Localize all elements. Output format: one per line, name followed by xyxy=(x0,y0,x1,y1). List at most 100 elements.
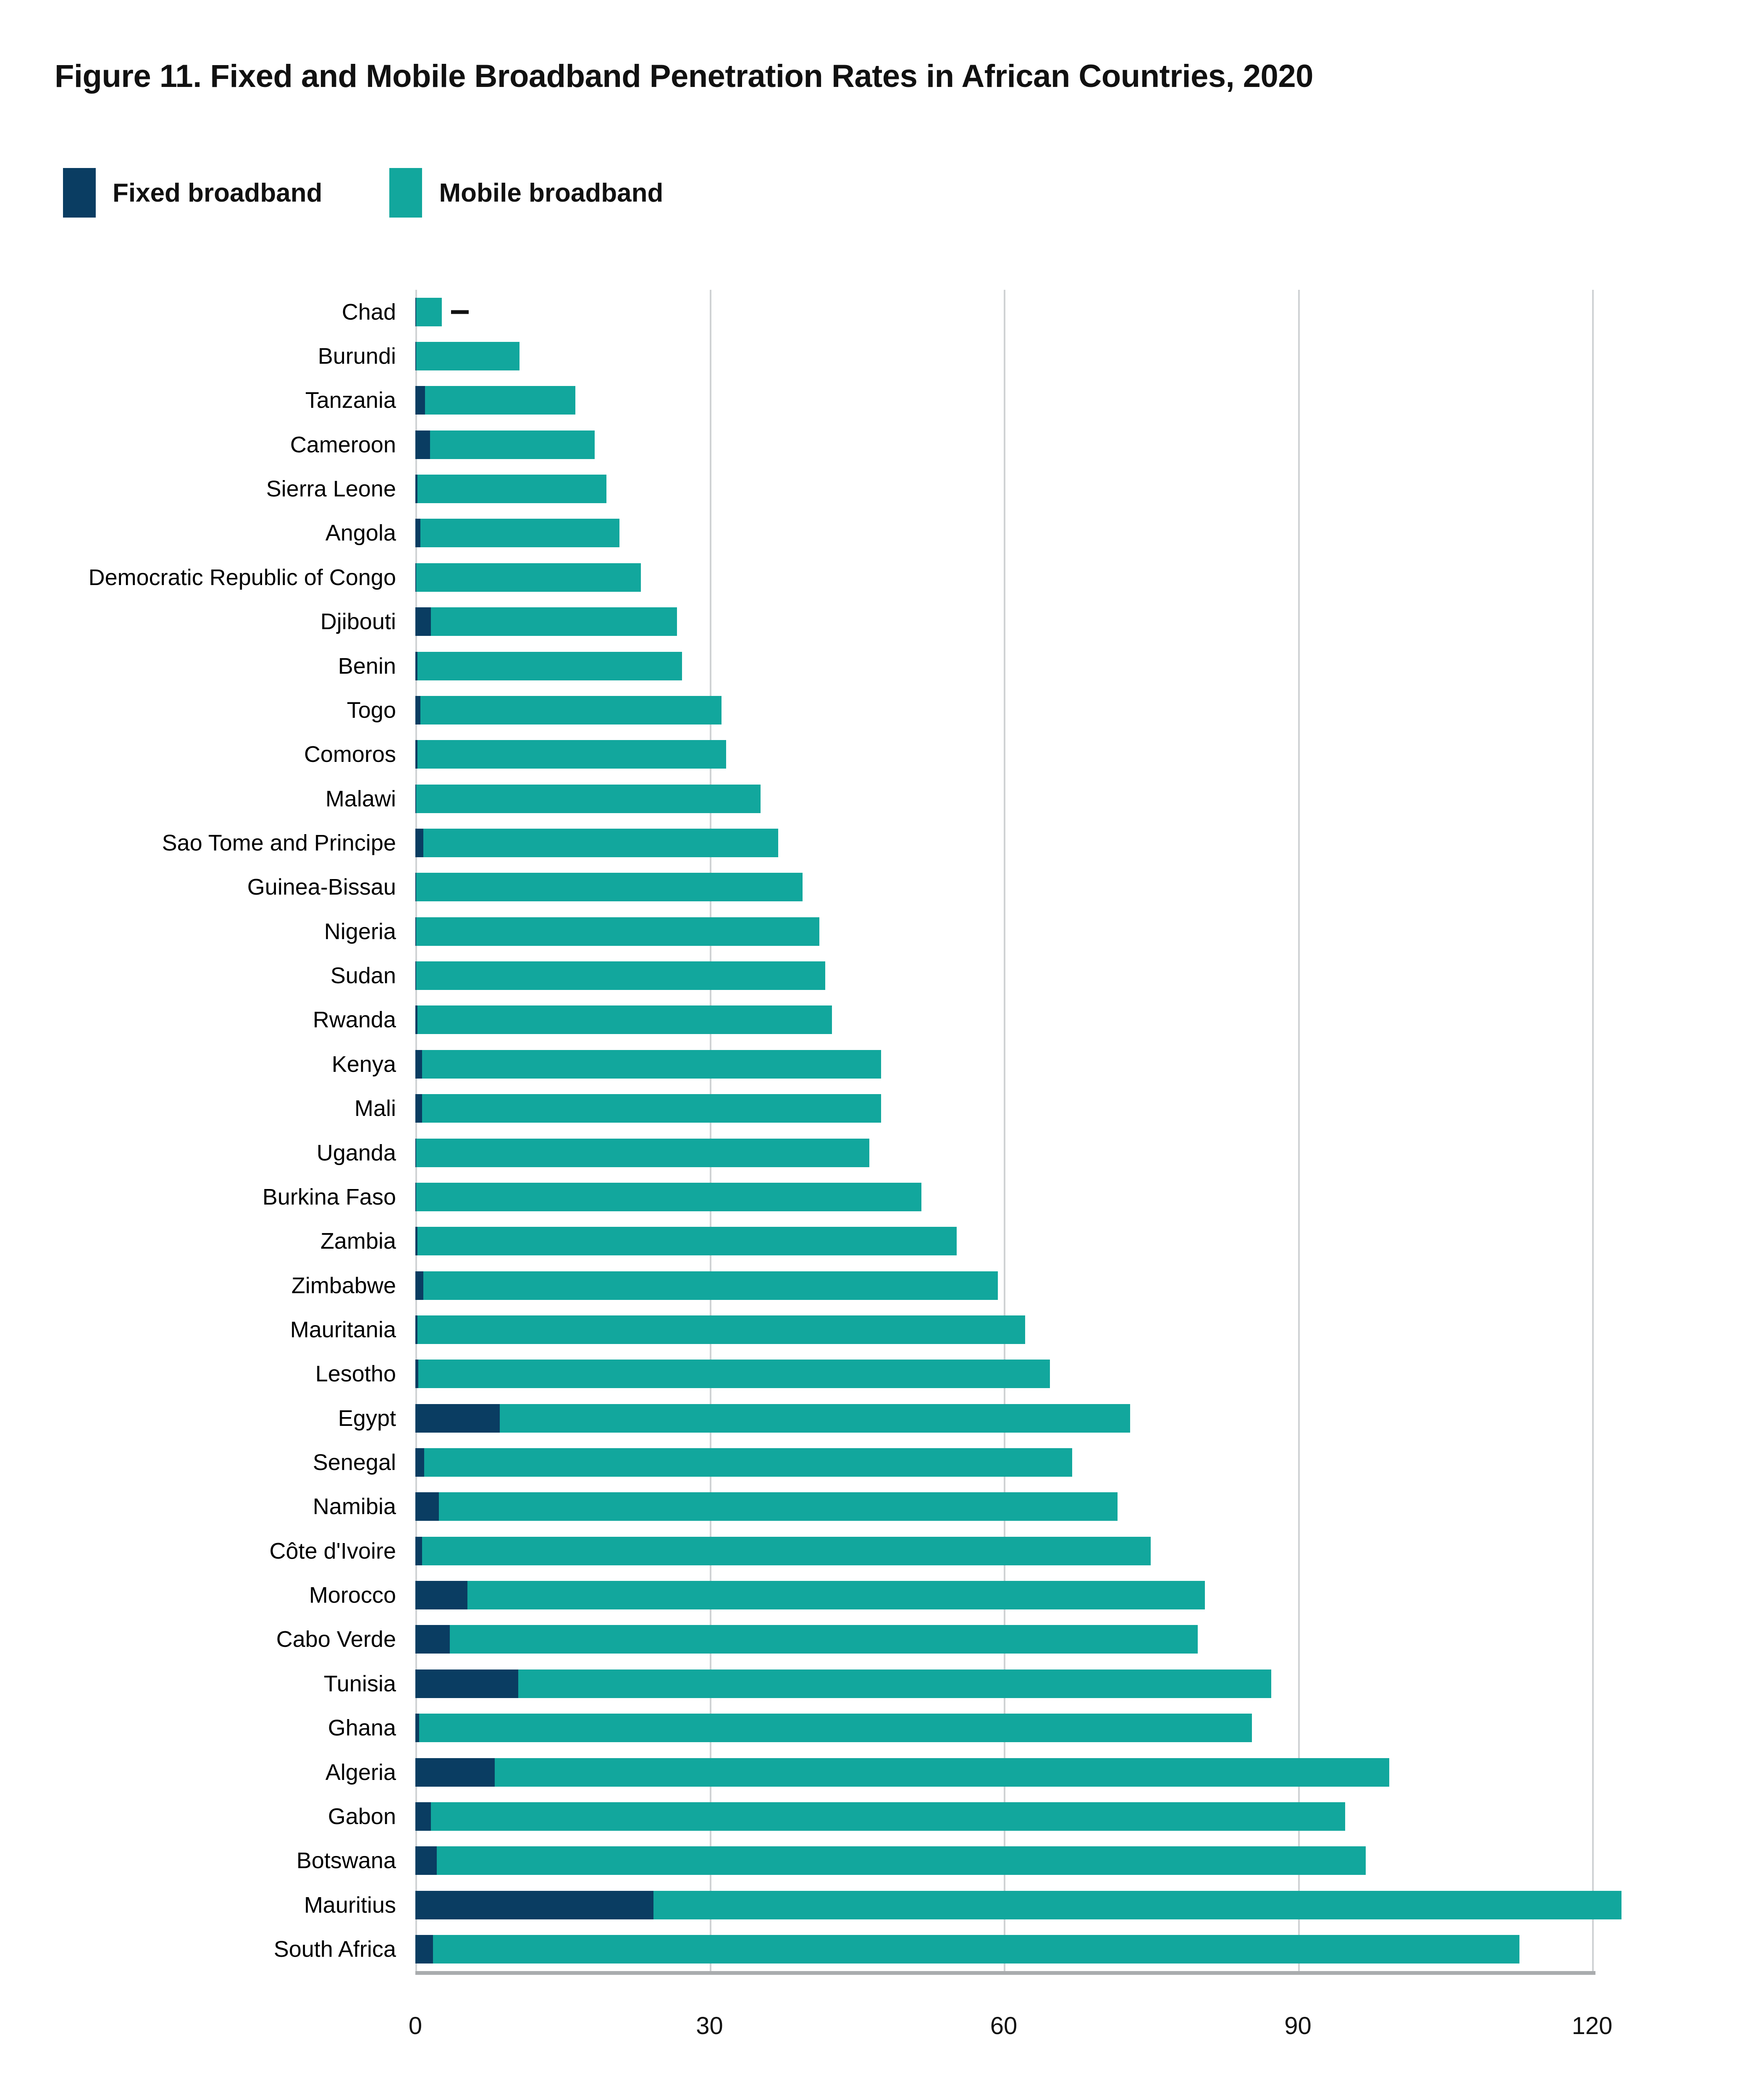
bar-segment-mobile[interactable] xyxy=(420,519,619,548)
bar-segment-mobile[interactable] xyxy=(437,1846,1366,1875)
bar-segment-fixed[interactable] xyxy=(415,519,420,548)
bar-segment-fixed[interactable] xyxy=(415,342,417,371)
bar-segment-fixed[interactable] xyxy=(415,1271,423,1300)
bar-segment-fixed[interactable] xyxy=(415,1050,422,1079)
stacked-bar[interactable] xyxy=(415,1227,957,1256)
stacked-bar[interactable] xyxy=(415,1404,1131,1433)
bar-segment-fixed[interactable] xyxy=(415,1890,654,1919)
bar-segment-fixed[interactable] xyxy=(415,740,417,769)
bar-segment-fixed[interactable] xyxy=(415,1315,417,1344)
bar-segment-mobile[interactable] xyxy=(417,1227,957,1256)
bar-segment-fixed[interactable] xyxy=(415,1404,500,1433)
legend-item-fixed-broadband[interactable]: Fixed broadband xyxy=(63,168,322,218)
bar-segment-mobile[interactable] xyxy=(518,1669,1272,1698)
stacked-bar[interactable] xyxy=(415,1802,1345,1831)
stacked-bar[interactable] xyxy=(415,651,682,680)
bar-segment-fixed[interactable] xyxy=(415,1625,450,1654)
bar-segment-mobile[interactable] xyxy=(425,386,575,415)
stacked-bar[interactable] xyxy=(415,607,677,636)
stacked-bar[interactable] xyxy=(415,784,761,813)
bar-segment-mobile[interactable] xyxy=(431,607,677,636)
stacked-bar[interactable] xyxy=(415,1005,832,1034)
stacked-bar[interactable] xyxy=(415,961,826,990)
stacked-bar[interactable] xyxy=(415,1890,1622,1919)
bar-segment-fixed[interactable] xyxy=(415,430,430,459)
bar-segment-fixed[interactable] xyxy=(415,961,417,990)
bar-segment-mobile[interactable] xyxy=(653,1890,1622,1919)
bar-segment-mobile[interactable] xyxy=(423,828,778,857)
bar-segment-fixed[interactable] xyxy=(415,1669,519,1698)
bar-segment-mobile[interactable] xyxy=(422,1050,882,1079)
bar-segment-fixed[interactable] xyxy=(415,1094,422,1123)
stacked-bar[interactable] xyxy=(415,1758,1389,1787)
bar-segment-mobile[interactable] xyxy=(416,297,442,326)
bar-segment-mobile[interactable] xyxy=(424,1448,1073,1477)
stacked-bar[interactable] xyxy=(415,873,803,902)
bar-segment-fixed[interactable] xyxy=(415,1448,424,1477)
bar-segment-mobile[interactable] xyxy=(416,917,819,946)
bar-segment-mobile[interactable] xyxy=(499,1404,1131,1433)
bar-segment-fixed[interactable] xyxy=(415,784,417,813)
bar-segment-fixed[interactable] xyxy=(415,607,431,636)
stacked-bar[interactable] xyxy=(415,1625,1198,1654)
bar-segment-fixed[interactable] xyxy=(415,651,417,680)
stacked-bar[interactable] xyxy=(415,740,727,769)
bar-segment-fixed[interactable] xyxy=(415,1846,437,1875)
bar-segment-fixed[interactable] xyxy=(415,563,417,592)
stacked-bar[interactable] xyxy=(415,696,722,724)
stacked-bar[interactable] xyxy=(415,1846,1366,1875)
bar-segment-mobile[interactable] xyxy=(416,873,803,902)
bar-segment-fixed[interactable] xyxy=(415,1360,418,1389)
bar-segment-fixed[interactable] xyxy=(415,1935,433,1964)
bar-segment-fixed[interactable] xyxy=(415,475,417,504)
bar-segment-mobile[interactable] xyxy=(416,784,761,813)
bar-segment-mobile[interactable] xyxy=(417,740,727,769)
stacked-bar[interactable] xyxy=(415,519,619,548)
bar-segment-mobile[interactable] xyxy=(439,1492,1118,1521)
bar-segment-mobile[interactable] xyxy=(417,1005,832,1034)
bar-segment-fixed[interactable] xyxy=(415,1714,420,1743)
stacked-bar[interactable] xyxy=(415,1315,1026,1344)
bar-segment-mobile[interactable] xyxy=(416,1182,921,1211)
bar-segment-fixed[interactable] xyxy=(415,297,417,326)
bar-segment-mobile[interactable] xyxy=(430,430,595,459)
bar-segment-fixed[interactable] xyxy=(415,696,420,724)
bar-segment-mobile[interactable] xyxy=(467,1581,1205,1610)
bar-segment-fixed[interactable] xyxy=(415,1005,417,1034)
stacked-bar[interactable] xyxy=(415,828,778,857)
stacked-bar[interactable] xyxy=(415,1271,998,1300)
stacked-bar[interactable] xyxy=(415,1669,1272,1698)
bar-segment-fixed[interactable] xyxy=(415,1138,417,1167)
bar-segment-fixed[interactable] xyxy=(415,1802,431,1831)
stacked-bar[interactable] xyxy=(415,1448,1073,1477)
stacked-bar[interactable] xyxy=(415,1492,1118,1521)
legend-item-mobile-broadband[interactable]: Mobile broadband xyxy=(389,168,663,218)
stacked-bar[interactable] xyxy=(415,917,819,946)
bar-segment-fixed[interactable] xyxy=(415,828,423,857)
bar-segment-fixed[interactable] xyxy=(415,1227,417,1256)
stacked-bar[interactable] xyxy=(415,1182,921,1211)
bar-segment-mobile[interactable] xyxy=(416,1138,870,1167)
stacked-bar[interactable] xyxy=(415,1935,1520,1964)
bar-segment-fixed[interactable] xyxy=(415,1758,495,1787)
stacked-bar[interactable] xyxy=(415,1360,1050,1389)
bar-segment-mobile[interactable] xyxy=(495,1758,1389,1787)
stacked-bar[interactable] xyxy=(415,1581,1205,1610)
stacked-bar[interactable] xyxy=(415,386,575,415)
bar-segment-mobile[interactable] xyxy=(417,475,607,504)
stacked-bar[interactable] xyxy=(415,563,641,592)
stacked-bar[interactable] xyxy=(415,1138,870,1167)
bar-segment-mobile[interactable] xyxy=(416,342,519,371)
stacked-bar[interactable] xyxy=(415,475,607,504)
bar-segment-fixed[interactable] xyxy=(415,1581,467,1610)
stacked-bar[interactable] xyxy=(415,1536,1151,1565)
stacked-bar[interactable] xyxy=(415,297,442,326)
bar-segment-mobile[interactable] xyxy=(417,1315,1026,1344)
bar-segment-mobile[interactable] xyxy=(431,1802,1345,1831)
bar-segment-mobile[interactable] xyxy=(423,1271,998,1300)
bar-segment-fixed[interactable] xyxy=(415,873,417,902)
bar-segment-mobile[interactable] xyxy=(420,696,722,724)
stacked-bar[interactable] xyxy=(415,1094,882,1123)
bar-segment-fixed[interactable] xyxy=(415,386,425,415)
bar-segment-fixed[interactable] xyxy=(415,1536,422,1565)
